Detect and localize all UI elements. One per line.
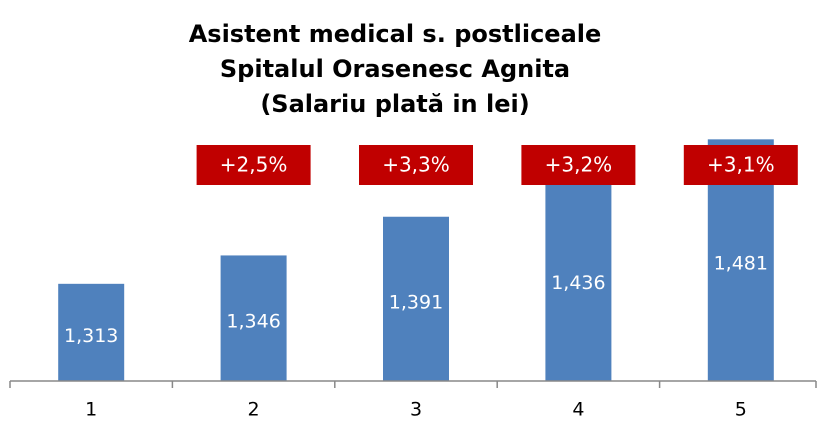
data-label: 1,436 — [551, 272, 605, 294]
chart-title: (Salariu plată in lei) — [260, 90, 529, 118]
annotation-box — [359, 145, 473, 185]
annotation-box — [683, 145, 798, 185]
x-tick-label: 4 — [572, 399, 584, 421]
annotation: +3,1% — [707, 153, 775, 177]
x-tick-label: 1 — [85, 399, 97, 421]
x-tick-label: 3 — [410, 399, 422, 421]
annotation: +3,2% — [545, 153, 613, 177]
data-label: 1,313 — [64, 325, 118, 347]
bar — [383, 216, 449, 381]
x-tick-label: 5 — [735, 399, 747, 421]
x-tick-label: 2 — [248, 399, 260, 421]
bar — [58, 283, 125, 381]
data-label: 1,481 — [714, 253, 768, 275]
annotation: +2,5% — [220, 153, 288, 177]
annotation-box — [521, 145, 636, 185]
bar — [220, 255, 287, 381]
chart-title: Asistent medical s. postliceale — [189, 20, 602, 48]
chart-title: Spitalul Orasenesc Agnita — [220, 55, 570, 83]
data-label: 1,346 — [226, 311, 280, 333]
data-label: 1,391 — [389, 291, 443, 313]
annotation: +3,3% — [382, 153, 450, 177]
bar — [545, 178, 612, 381]
annotation-box — [196, 145, 311, 185]
